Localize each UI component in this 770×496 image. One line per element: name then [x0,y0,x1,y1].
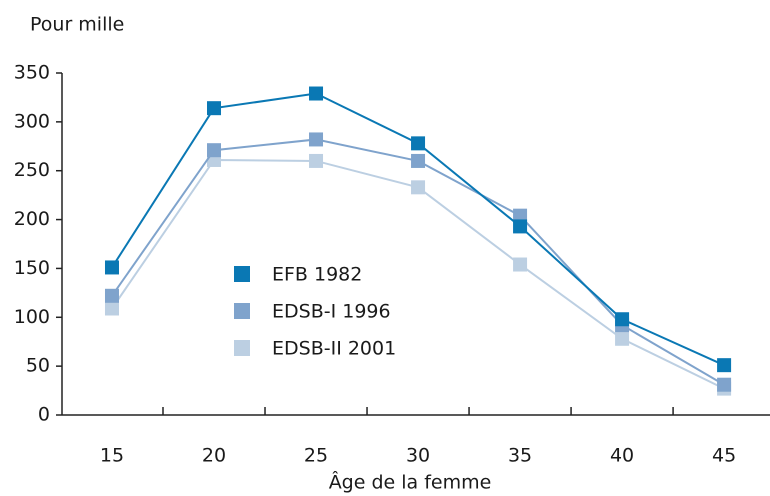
series-line [111,92,725,367]
x-tick-label: 40 [610,445,634,467]
y-tick-label: 50 [26,355,50,377]
point-marker [207,143,222,158]
point-marker [207,101,222,116]
y-tick-label: 100 [14,306,50,328]
x-tick-label: 20 [202,445,226,467]
legend-label: EFB 1982 [272,264,362,286]
point-marker [104,260,119,275]
x-tick-label: 15 [100,445,124,467]
point-marker [309,153,324,168]
point-marker [615,331,630,346]
legend-label: EDSB-I 1996 [272,301,391,323]
legend-label: EDSB-II 2001 [272,338,396,360]
point-marker [513,208,528,223]
x-tick-label: 45 [712,445,736,467]
y-tick-label: 300 [14,110,50,132]
x-tick-label: 30 [406,445,430,467]
legend: EFB 1982 EDSB-I 1996 EDSB-II 2001 [234,264,396,360]
x-tick-label: 35 [508,445,532,467]
y-tick-label: 0 [38,404,50,426]
point-marker [717,377,732,392]
point-marker [411,136,426,151]
y-axis-label: Pour mille [30,14,124,36]
point-marker [513,219,528,234]
y-tick-label: 150 [14,257,50,279]
legend-swatch [234,340,250,356]
y-tick-label: 350 [14,62,50,84]
x-tick-label: 25 [304,445,328,467]
point-marker [411,153,426,168]
point-marker [104,301,119,316]
y-tick-label: 250 [14,159,50,181]
point-marker [615,312,630,327]
point-marker [309,132,324,147]
point-marker [411,180,426,195]
y-tick-label: 200 [14,208,50,230]
point-marker [513,257,528,272]
x-axis-label: Âge de la femme [329,471,492,494]
legend-swatch [234,303,250,319]
legend-swatch [234,266,250,282]
point-marker [717,358,732,373]
point-marker [309,86,324,101]
point-marker [104,288,119,303]
